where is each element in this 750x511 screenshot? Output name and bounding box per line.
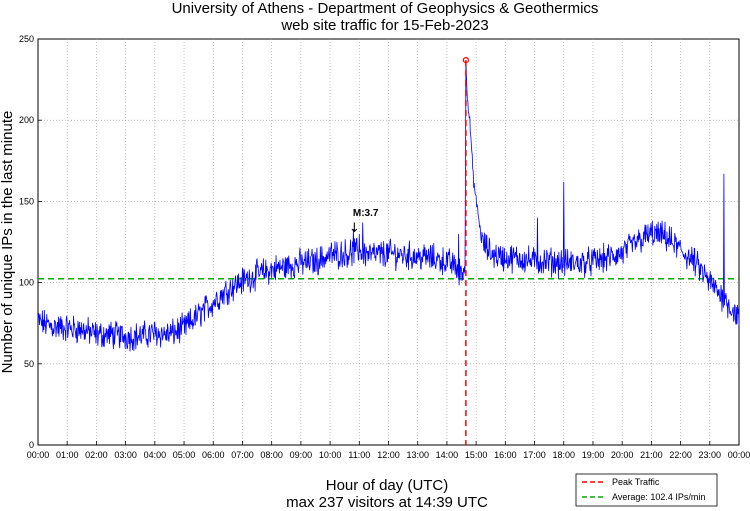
x-tick-label: 09:00 — [290, 450, 313, 460]
x-tick-label: 03:00 — [114, 450, 137, 460]
x-tick-label: 19:00 — [582, 450, 605, 460]
peak-marker — [462, 57, 470, 64]
x-tick-label: 06:00 — [202, 450, 225, 460]
x-tick-label: 18:00 — [552, 450, 575, 460]
x-tick-label: 22:00 — [669, 450, 692, 460]
x-tick-label: 00:00 — [27, 450, 50, 460]
x-tick-label: 00:00 — [728, 450, 750, 460]
legend-peak-label: Peak Traffic — [612, 477, 660, 487]
legend: Peak Traffic Average: 102.4 IPs/min — [575, 473, 718, 507]
x-tick-label: 12:00 — [377, 450, 400, 460]
chart-title-line1: University of Athens - Department of Geo… — [172, 0, 599, 17]
y-tick-label: 250 — [19, 34, 34, 44]
y-tick-label: 150 — [19, 196, 34, 206]
x-tick-label: 17:00 — [523, 450, 546, 460]
x-tick-label: 23:00 — [699, 450, 722, 460]
x-tick-label: 20:00 — [611, 450, 634, 460]
x-tick-label: 15:00 — [465, 450, 488, 460]
y-tick-label: 50 — [24, 359, 34, 369]
x-tick-label: 16:00 — [494, 450, 517, 460]
legend-box — [575, 473, 718, 507]
x-tick-label: 11:00 — [348, 450, 370, 460]
x-tick-label: 04:00 — [144, 450, 167, 460]
chart-title-line2: web site traffic for 15-Feb-2023 — [280, 17, 488, 34]
x-axis-label: Hour of day (UTC) — [326, 477, 449, 494]
x-tick-label: 10:00 — [319, 450, 342, 460]
x-tick-label: 21:00 — [640, 450, 663, 460]
y-tick-label: 200 — [19, 115, 34, 125]
chart-subtitle: max 237 visitors at 14:39 UTC — [286, 494, 488, 511]
x-tick-label: 13:00 — [406, 450, 429, 460]
x-tick-label: 05:00 — [173, 450, 196, 460]
x-tick-label: 07:00 — [231, 450, 254, 460]
earthquake-annotation: M:3.7 — [353, 208, 379, 219]
earthquake-annotation-arrow: ↓ — [349, 221, 360, 236]
x-tick-label: 01:00 — [56, 450, 79, 460]
traffic-series-line — [37, 60, 740, 352]
x-tick-label: 08:00 — [260, 450, 283, 460]
y-tick-label: 0 — [29, 440, 34, 450]
plot-area — [37, 38, 740, 446]
y-tick-label: 100 — [19, 278, 34, 288]
x-axis-ticks: 00:00 01:00 02:00 03:00 04:00 05:00 06:00 07:00… — [27, 441, 750, 460]
legend-average-label: Average: 102.4 IPs/min — [612, 492, 705, 502]
y-axis-ticks: 0 50 100 150 200 250 — [19, 34, 42, 450]
y-axis-label: Number of unique IPs in the last minute — [0, 111, 16, 374]
x-tick-label: 02:00 — [85, 450, 108, 460]
x-tick-label: 14:00 — [436, 450, 459, 460]
